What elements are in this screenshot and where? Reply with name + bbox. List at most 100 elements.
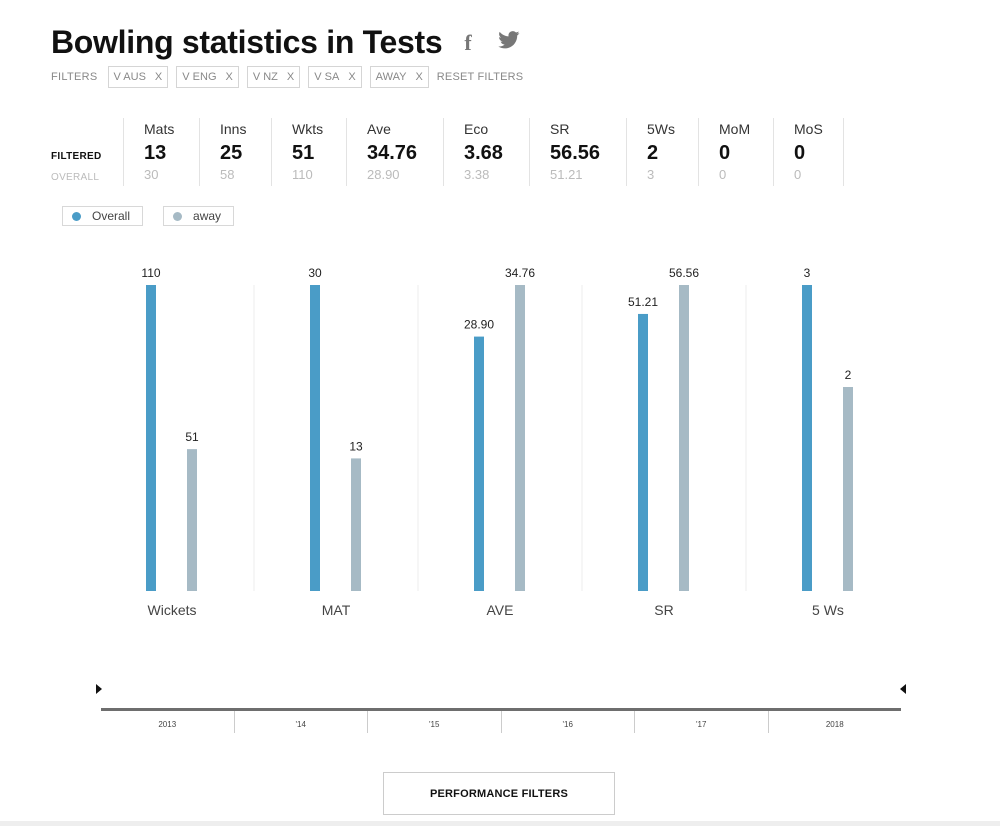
bar-away-mat — [351, 458, 361, 591]
stat-filtered-value: 51 — [292, 142, 315, 164]
page-title: Bowling statistics in Tests — [51, 24, 443, 60]
filter-chip-away[interactable]: AWAY X — [369, 66, 429, 88]
page-footer-bar — [0, 821, 1000, 826]
share-icons: f — [464, 29, 520, 56]
stat-overall-value: 3.38 — [464, 167, 490, 182]
stat-label: Inns — [220, 121, 247, 137]
stat-ave: Ave 34.76 28.90 — [346, 118, 443, 186]
filter-chip-v-nz[interactable]: V NZ X — [246, 66, 301, 88]
data-label: 13 — [349, 439, 363, 453]
twitter-icon[interactable] — [497, 31, 520, 54]
year-tick: '17 — [634, 711, 768, 733]
stat-label: Eco — [464, 121, 489, 137]
data-label: 30 — [308, 266, 322, 280]
year-tick: '16 — [500, 711, 635, 733]
legend-item-overall[interactable]: Overall — [62, 206, 144, 226]
stat-label: MoM — [719, 121, 751, 137]
year-tick: 2013 — [158, 720, 177, 729]
stat-inns: Inns 25 58 — [199, 118, 271, 186]
remove-filter-icon[interactable]: X — [154, 71, 163, 83]
chart-legend: Overall away — [62, 206, 235, 226]
filter-chip-v-eng[interactable]: V ENG X — [176, 66, 239, 88]
data-label: 34.76 — [505, 266, 535, 280]
legend-item-away[interactable]: away — [163, 206, 235, 226]
stat-label: 5Ws — [647, 121, 675, 137]
remove-filter-icon[interactable]: X — [415, 71, 423, 83]
data-label: 3 — [804, 266, 811, 280]
stat-overall-value: 51.21 — [550, 167, 583, 182]
bar-away-wickets — [187, 449, 197, 591]
data-label: 51 — [185, 430, 199, 444]
data-label: 110 — [141, 266, 160, 280]
category-label: MAT — [322, 602, 351, 618]
stat-wkts: Wkts 51 110 — [271, 118, 346, 186]
stat-label: SR — [550, 121, 570, 137]
stat-label: Ave — [367, 121, 391, 137]
stat-sr: SR 56.56 51.21 — [529, 118, 626, 186]
performance-filters-button[interactable]: PERFORMANCE FILTERS — [383, 772, 615, 815]
stat-overall-value: 30 — [144, 167, 159, 182]
remove-filter-icon[interactable]: X — [286, 71, 295, 83]
year-range-slider[interactable]: 2013 '14 '15 '16 '17 2018 — [96, 684, 906, 734]
stat-overall-value: 28.90 — [367, 167, 400, 182]
bar-overall-ave — [474, 336, 484, 591]
stat-filtered-value: 0 — [794, 142, 806, 164]
bar-overall-mat — [310, 285, 320, 591]
legend-dot-overall — [72, 211, 81, 221]
filter-chip-v-sa[interactable]: V SA X — [308, 66, 362, 88]
filter-chip-v-aus[interactable]: V AUS X — [107, 66, 169, 88]
stat-mos: MoS 0 0 — [773, 118, 843, 186]
reset-filters-link[interactable]: RESET FILTERS — [436, 71, 524, 83]
filter-chip-label: V SA — [314, 71, 340, 83]
stat-overall-value: 3 — [647, 167, 655, 182]
stat-eco: Eco 3.68 3.38 — [443, 118, 529, 186]
bar-away-ave — [515, 285, 525, 591]
filter-chip-label: AWAY — [375, 71, 407, 83]
stats-summary: FILTERED OVERALL Mats 13 30 Inns 25 58 Wkts 5… — [51, 118, 844, 186]
stat-overall-value: 110 — [292, 167, 313, 182]
data-label: 28.90 — [464, 318, 494, 332]
stat-label: Mats — [144, 121, 175, 137]
stat-filtered-value: 3.68 — [464, 142, 503, 164]
filter-bar: FILTERS V AUS X V ENG X V NZ X V SA X AWAY X … — [51, 66, 523, 88]
legend-label: away — [193, 209, 222, 223]
filtered-row-label: FILTERED — [51, 151, 102, 162]
stat-filtered-value: 34.76 — [367, 142, 418, 164]
slider-track[interactable] — [101, 708, 901, 711]
year-tick: 2018 — [767, 711, 902, 733]
bar-overall-5-ws — [802, 285, 812, 591]
remove-filter-icon[interactable]: X — [348, 71, 356, 83]
overall-row-label: OVERALL — [51, 172, 100, 183]
header: Bowling statistics in Tests f — [51, 24, 520, 61]
category-label: SR — [654, 602, 673, 618]
stats-divider — [843, 118, 844, 186]
stat-filtered-value: 13 — [144, 142, 167, 164]
bar-away-sr — [679, 285, 689, 591]
slider-start-handle-icon[interactable] — [96, 684, 102, 694]
stat-5ws: 5Ws 2 3 — [626, 118, 698, 186]
legend-label: Overall — [92, 209, 131, 223]
category-label: AVE — [487, 602, 514, 618]
stat-overall-value: 0 — [794, 167, 802, 182]
data-label: 2 — [845, 368, 852, 382]
stat-label: MoS — [794, 121, 823, 137]
stat-mom: MoM 0 0 — [698, 118, 773, 186]
filter-chip-label: V NZ — [252, 71, 278, 83]
year-ticks: 2013 '14 '15 '16 '17 2018 — [101, 711, 901, 733]
slider-end-handle-icon[interactable] — [900, 684, 906, 694]
facebook-icon[interactable]: f — [464, 29, 472, 55]
filter-chip-label: V AUS — [113, 71, 146, 83]
filters-label: FILTERS — [51, 71, 98, 83]
category-label: Wickets — [148, 602, 197, 618]
bar-away-5-ws — [843, 387, 853, 591]
stats-row-labels: FILTERED OVERALL — [51, 118, 123, 186]
stat-overall-value: 58 — [220, 167, 235, 182]
remove-filter-icon[interactable]: X — [225, 71, 233, 83]
stat-overall-value: 0 — [719, 167, 727, 182]
bar-chart: 110 51 Wickets 30 13 MAT 28.90 34.76 AVE 51.21 56.… — [141, 266, 853, 618]
year-tick: '14 — [233, 711, 368, 733]
bar-overall-wickets — [146, 285, 156, 591]
stat-filtered-value: 2 — [647, 142, 659, 164]
data-label: 56.56 — [669, 266, 699, 280]
legend-dot-away — [173, 211, 183, 221]
